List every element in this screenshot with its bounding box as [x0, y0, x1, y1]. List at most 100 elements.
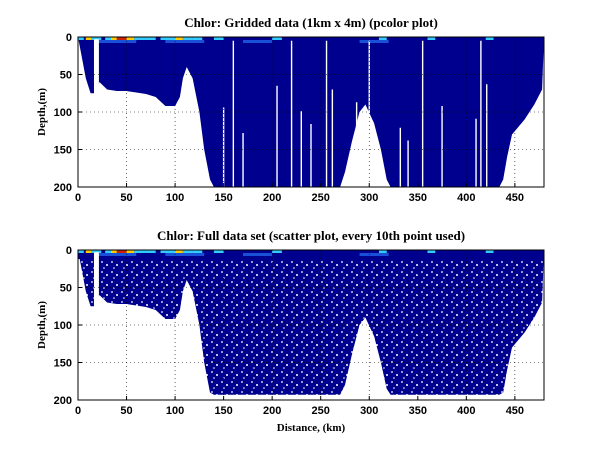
subsurface-chlorophyll-cell: [165, 253, 205, 256]
gridlines: [78, 37, 544, 187]
surface-chlorophyll-cell: [192, 250, 203, 253]
x-tick-label: 400: [457, 192, 475, 204]
missing-data-gap: [242, 133, 244, 187]
surface-chlorophyll-cell: [175, 250, 183, 253]
subsurface-chlorophyll-cell: [97, 253, 137, 256]
chart-title: Chlor: Gridded data (1km x 4m) (pcolor p…: [184, 15, 438, 30]
surface-chlorophyll-cell: [111, 250, 117, 253]
y-tick-label: 100: [54, 107, 72, 119]
x-tick-label: 150: [214, 192, 232, 204]
x-tick-label: 450: [506, 192, 524, 204]
x-tick-label: 350: [409, 192, 427, 204]
surface-chlorophyll-cell: [111, 37, 117, 40]
subsurface-chlorophyll-cell: [243, 253, 273, 256]
x-tick-label: 400: [457, 405, 475, 417]
missing-data-gap: [399, 127, 402, 187]
surface-chlorophyll-cell: [213, 37, 224, 40]
x-tick-label: 300: [360, 405, 378, 417]
surface-chlorophyll-cell: [105, 250, 112, 253]
surface-chlorophyll-cell: [378, 37, 387, 40]
y-tick-label: 200: [54, 182, 72, 194]
missing-data-gap: [325, 40, 328, 187]
missing-data-gap: [421, 40, 424, 187]
chart-panel-scatter: Chlor: Full data set (scatter plot, ever…: [36, 228, 545, 434]
x-axis: 0 50 100 150 200 250 300 350 400 450: [75, 183, 524, 204]
missing-data-gap: [441, 106, 443, 187]
missing-data-gap: [310, 124, 312, 187]
x-tick-label: 300: [360, 192, 378, 204]
surface-chlorophyll-cell: [134, 37, 146, 40]
x-tick-label: 200: [263, 192, 281, 204]
surface-chlorophyll-cell: [378, 250, 387, 253]
missing-data-gap: [475, 118, 477, 187]
surface-chlorophyll-cell: [182, 37, 193, 40]
y-tick-label: 0: [66, 245, 72, 257]
y-tick-label: 100: [54, 320, 72, 332]
missing-data-gap: [355, 102, 358, 187]
x-tick-label: 100: [166, 192, 184, 204]
surface-chlorophyll-cell: [85, 37, 92, 40]
chart-title: Chlor: Full data set (scatter plot, ever…: [157, 228, 465, 243]
chart-panel-gridded: Chlor: Gridded data (1km x 4m) (pcolor p…: [36, 15, 545, 204]
subsurface-chlorophyll-cell: [359, 253, 389, 256]
surface-chlorophyll-cell: [78, 37, 84, 40]
missing-data-gap: [93, 39, 97, 187]
x-tick-label: 200: [263, 405, 281, 417]
x-tick-label: 50: [120, 405, 132, 417]
y-axis: 0 50 100 150 200: [54, 32, 82, 194]
surface-chlorophyll-cell: [427, 37, 436, 40]
x-tick-label: 250: [312, 192, 330, 204]
x-axis: 0 50 100 150 200 250 300 350 400 450: [75, 396, 524, 417]
surface-chlorophyll-cell: [145, 37, 156, 40]
missing-data-gap: [276, 85, 278, 187]
surface-chlorophyll-cell: [126, 37, 135, 40]
missing-data-gap: [95, 252, 99, 400]
plot-area: [78, 250, 544, 400]
missing-data-gap: [480, 40, 482, 187]
surface-chlorophyll-cell: [272, 37, 282, 40]
surface-chlorophyll-cell: [272, 250, 282, 253]
y-tick-label: 200: [54, 395, 72, 407]
surface-chlorophyll-cell: [78, 250, 84, 253]
missing-data-gap: [222, 107, 225, 187]
missing-data-gap: [300, 111, 302, 187]
surface-chlorophyll-cell: [126, 250, 135, 253]
missing-data-gap: [290, 40, 293, 187]
surface-chlorophyll-cell: [485, 250, 494, 253]
surface-chlorophyll-cell: [160, 250, 176, 253]
missing-data-gap: [331, 89, 334, 187]
x-tick-label: 250: [312, 405, 330, 417]
x-tick-label: 50: [120, 192, 132, 204]
surface-chlorophyll-cell: [91, 37, 102, 40]
surface-chlorophyll-cell: [116, 250, 127, 253]
subsurface-chlorophyll-cell: [97, 40, 137, 43]
x-tick-label: 150: [214, 405, 232, 417]
subsurface-chlorophyll-cell: [165, 40, 205, 43]
y-tick-label: 150: [54, 358, 72, 370]
x-tick-label: 0: [75, 192, 81, 204]
surface-chlorophyll-cell: [105, 37, 112, 40]
y-tick-label: 0: [66, 32, 72, 44]
surface-chlorophyll-cell: [213, 250, 224, 253]
y-axis-label: Depth,(m): [36, 88, 48, 136]
subsurface-chlorophyll-cell: [243, 40, 273, 43]
data-region: [78, 250, 544, 395]
surface-chlorophyll-cell: [85, 250, 92, 253]
surface-chlorophyll-cell: [116, 37, 127, 40]
missing-data-gap: [93, 252, 97, 400]
x-axis-label: Distance, (km): [277, 422, 346, 434]
x-tick-label: 350: [409, 405, 427, 417]
y-axis-label: Depth,(m): [36, 301, 48, 349]
missing-data-gap: [232, 40, 235, 187]
y-tick-label: 150: [54, 145, 72, 157]
surface-chlorophyll-cell: [427, 250, 436, 253]
y-tick-label: 50: [60, 70, 72, 82]
surface-chlorophyll-cell: [134, 250, 146, 253]
x-tick-label: 100: [166, 405, 184, 417]
surface-chlorophyll-cell: [145, 250, 156, 253]
surface-chlorophyll-cell: [175, 37, 183, 40]
surface-chlorophyll-cell: [160, 37, 176, 40]
missing-data-gap: [95, 39, 99, 187]
missing-data-gap: [407, 140, 409, 187]
